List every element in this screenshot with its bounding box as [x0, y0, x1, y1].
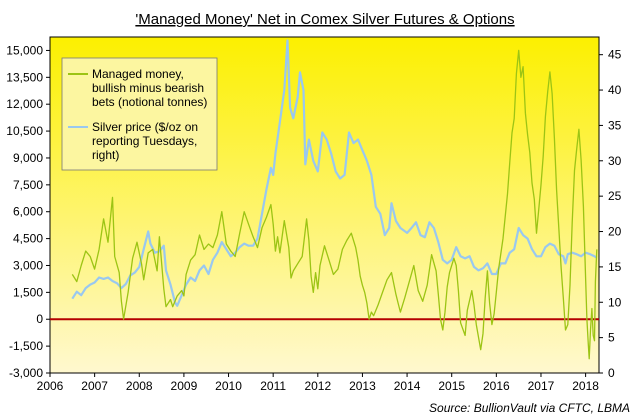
- left-tick-label: 4,500: [13, 232, 43, 246]
- left-tick-label: 1,500: [13, 285, 43, 299]
- x-tick-label: 2016: [483, 379, 510, 393]
- x-axis: 2006 2007 2008 2009 2010 2011 2012 2013 2014 2015…: [37, 373, 599, 393]
- right-tick-label: 45: [608, 48, 622, 62]
- right-tick-label: 5: [608, 331, 615, 345]
- right-tick-label: 0: [608, 366, 615, 380]
- legend: Managed money, bullish minus bearish bet…: [61, 57, 218, 171]
- legend-label-line: Silver price ($/oz on: [92, 120, 198, 134]
- left-tick-label: 10,500: [6, 124, 43, 138]
- left-tick-label: 13,500: [6, 70, 43, 84]
- series-line-managed-money: [71, 49, 598, 360]
- x-tick-label: 2018: [572, 379, 599, 393]
- right-tick-label: 30: [608, 154, 622, 168]
- x-tick-label: 2012: [304, 379, 331, 393]
- left-tick-label: -1,500: [9, 339, 43, 353]
- right-tick-label: 40: [608, 83, 622, 97]
- right-axis: 0 5 10 15 20 25 30 35 40 45: [599, 48, 622, 380]
- x-tick-label: 2013: [349, 379, 376, 393]
- legend-box: [61, 57, 218, 171]
- left-tick-label: 7,500: [13, 178, 43, 192]
- legend-label-line: reporting Tuesdays,: [92, 134, 197, 148]
- source-note: Source: BullionVault via CFTC, LBMA: [429, 401, 630, 415]
- x-tick-label: 2008: [126, 379, 153, 393]
- right-tick-label: 10: [608, 295, 622, 309]
- left-tick-label: 3,000: [13, 258, 43, 272]
- left-axis: -3,000 -1,500 0 1,500 3,000 4,500 6,000 7,500 9,…: [6, 43, 50, 380]
- right-tick-label: 35: [608, 118, 622, 132]
- x-tick-label: 2006: [37, 379, 64, 393]
- x-tick-label: 2017: [528, 379, 555, 393]
- left-tick-label: -3,000: [9, 366, 43, 380]
- left-tick-label: 6,000: [13, 205, 43, 219]
- x-tick-label: 2009: [171, 379, 198, 393]
- series-layer: [71, 39, 598, 360]
- right-tick-label: 15: [608, 260, 622, 274]
- legend-label-line: bets (notional tonnes): [92, 95, 207, 109]
- legend-label-managed-money: Managed money, bullish minus bearish bet…: [92, 67, 207, 109]
- x-tick-label: 2010: [215, 379, 242, 393]
- x-tick-label: 2007: [81, 379, 108, 393]
- legend-label-line: right): [92, 148, 119, 162]
- right-tick-label: 25: [608, 189, 622, 203]
- left-tick-label: 9,000: [13, 151, 43, 165]
- x-tick-label: 2014: [394, 379, 421, 393]
- series-line-silver-price: [71, 39, 598, 307]
- x-tick-label: 2015: [438, 379, 465, 393]
- legend-label-line: bullish minus bearish: [92, 81, 204, 95]
- left-tick-label: 15,000: [6, 43, 43, 57]
- legend-label-silver-price: Silver price ($/oz on reporting Tuesdays…: [92, 120, 201, 162]
- x-tick-label: 2011: [260, 379, 286, 393]
- chart-title: 'Managed Money' Net in Comex Silver Futu…: [135, 11, 514, 28]
- left-tick-label: 0: [36, 312, 43, 326]
- right-tick-label: 20: [608, 225, 622, 239]
- legend-label-line: Managed money,: [92, 67, 184, 81]
- left-tick-label: 12,000: [6, 97, 43, 111]
